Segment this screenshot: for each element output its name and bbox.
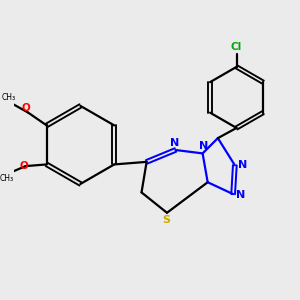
Text: N: N [170,137,179,148]
Text: N: N [199,141,208,151]
Text: S: S [162,215,170,225]
Text: CH₃: CH₃ [0,174,13,183]
Text: N: N [236,190,245,200]
Text: N: N [238,160,247,170]
Text: O: O [22,103,31,113]
Text: CH₃: CH₃ [2,93,16,102]
Text: Cl: Cl [231,42,242,52]
Text: O: O [19,161,28,171]
